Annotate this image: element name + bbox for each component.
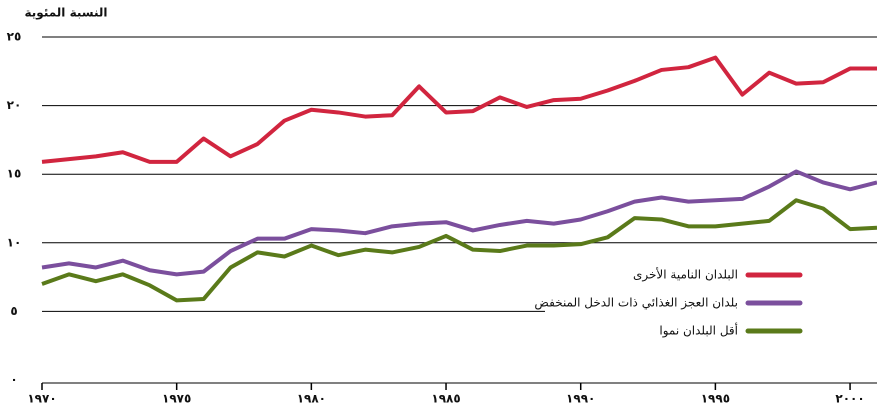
- y-tick-label: ١٠: [7, 235, 22, 249]
- y-tick-label: ٢٠: [7, 98, 22, 112]
- y-tick-label: ٢٥: [7, 30, 22, 44]
- y-tick-label: ٠: [10, 373, 17, 387]
- legend-box: [545, 258, 877, 348]
- legend-label: البلدان النامية الأخرى: [633, 267, 738, 283]
- y-tick-label: ٥: [10, 304, 17, 318]
- legend-label: أقل البلدان نموا: [659, 323, 738, 339]
- x-tick-label: ١٩٨٠: [297, 392, 326, 406]
- x-tick-label: ١٩٨٥: [431, 392, 460, 406]
- legend-label: بلدان العجز الغذائي ذات الدخل المنخفض: [534, 296, 738, 311]
- y-tick-label: ١٥: [7, 167, 22, 181]
- x-tick-label: ١٩٩٠: [566, 392, 595, 406]
- y-axis-title: النسبة المئوية: [25, 6, 108, 21]
- series-line: [41, 198, 877, 303]
- x-tick-label: ١٩٩٥: [701, 392, 730, 406]
- x-tick-label: ١٩٧٠: [27, 392, 56, 406]
- series-line: [41, 55, 877, 164]
- series-line: [41, 169, 877, 277]
- x-tick-label: ٢٠٠٠: [835, 392, 864, 406]
- x-tick-label: ١٩٧٥: [162, 392, 191, 406]
